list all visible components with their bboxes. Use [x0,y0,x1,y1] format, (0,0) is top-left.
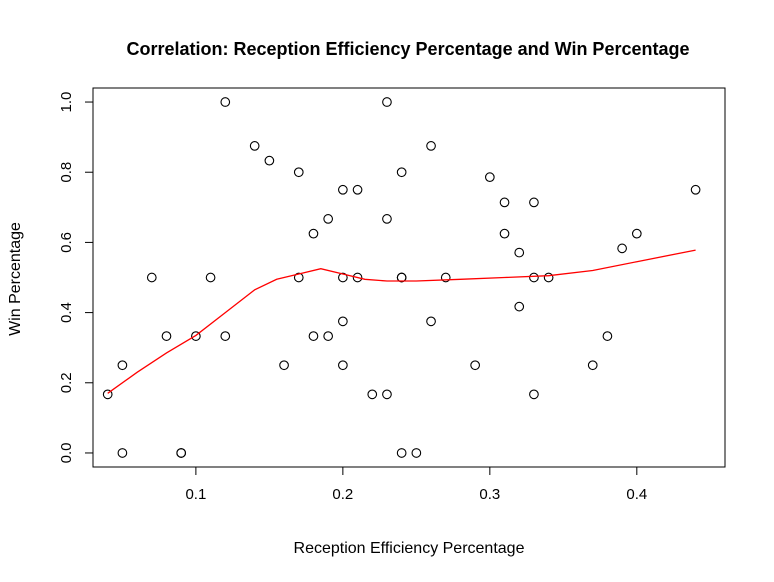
data-point [323,214,334,224]
data-point [602,331,613,341]
y-tick-label: 0.2 [58,372,75,393]
data-point [161,331,172,341]
data-point [146,272,157,283]
data-point [249,141,260,151]
data-point [484,172,495,182]
data-point [514,301,525,312]
data-point [264,155,275,166]
data-point [587,360,598,371]
data-point [323,331,334,341]
data-point [440,272,451,283]
y-tick-label: 0.6 [58,232,75,253]
data-point [499,197,510,208]
data-point [367,389,378,400]
data-point [117,360,128,371]
data-point [382,97,392,107]
x-tick-label: 0.2 [332,486,353,503]
x-axis-label: Reception Efficiency Percentage [294,540,525,557]
data-point [631,228,642,239]
data-point [396,448,407,458]
y-tick-label: 0.8 [58,162,75,183]
data-point [117,448,128,458]
data-point [529,389,539,400]
data-point [426,316,436,327]
data-point [338,360,348,371]
data-point [220,97,231,107]
data-point [617,243,627,254]
data-point [382,389,392,400]
x-tick-label: 0.4 [626,486,647,503]
data-point [308,331,319,341]
data-point [308,228,319,239]
data-point [470,360,480,371]
x-axis: 0.1 0.2 0.3 0.4 [185,466,647,503]
data-point [338,316,348,327]
data-point [396,272,407,283]
data-point [293,272,304,283]
data-point [176,448,187,458]
plot-area-border [92,87,726,468]
data-point [514,247,525,258]
data-point [426,141,436,151]
y-tick-label: 0.4 [58,302,75,323]
data-point [396,167,407,178]
smoother-line [107,249,696,394]
x-tick-label: 0.1 [185,486,206,503]
data-point [220,331,231,341]
data-point [543,272,554,283]
data-point [690,184,701,195]
data-point [338,272,348,283]
data-point [293,167,304,178]
y-tick-label: 0.0 [58,443,75,464]
y-axis: 0.0 0.2 0.4 0.6 0.8 1.0 [58,92,94,464]
y-tick-label: 1.0 [58,92,75,113]
data-point [279,360,289,371]
data-point [338,184,348,195]
data-point [352,184,363,195]
data-point [529,197,539,208]
x-tick-label: 0.3 [479,486,500,503]
chart-title: Correlation: Reception Efficiency Percen… [127,39,690,59]
data-point [411,448,422,458]
data-point [352,272,363,283]
data-point [499,228,510,239]
data-point [102,389,113,400]
data-points [102,97,701,458]
data-point [382,214,392,224]
data-point [529,272,539,283]
data-point [191,331,201,341]
y-axis-label: Win Percentage [7,222,24,336]
data-point [205,272,216,283]
